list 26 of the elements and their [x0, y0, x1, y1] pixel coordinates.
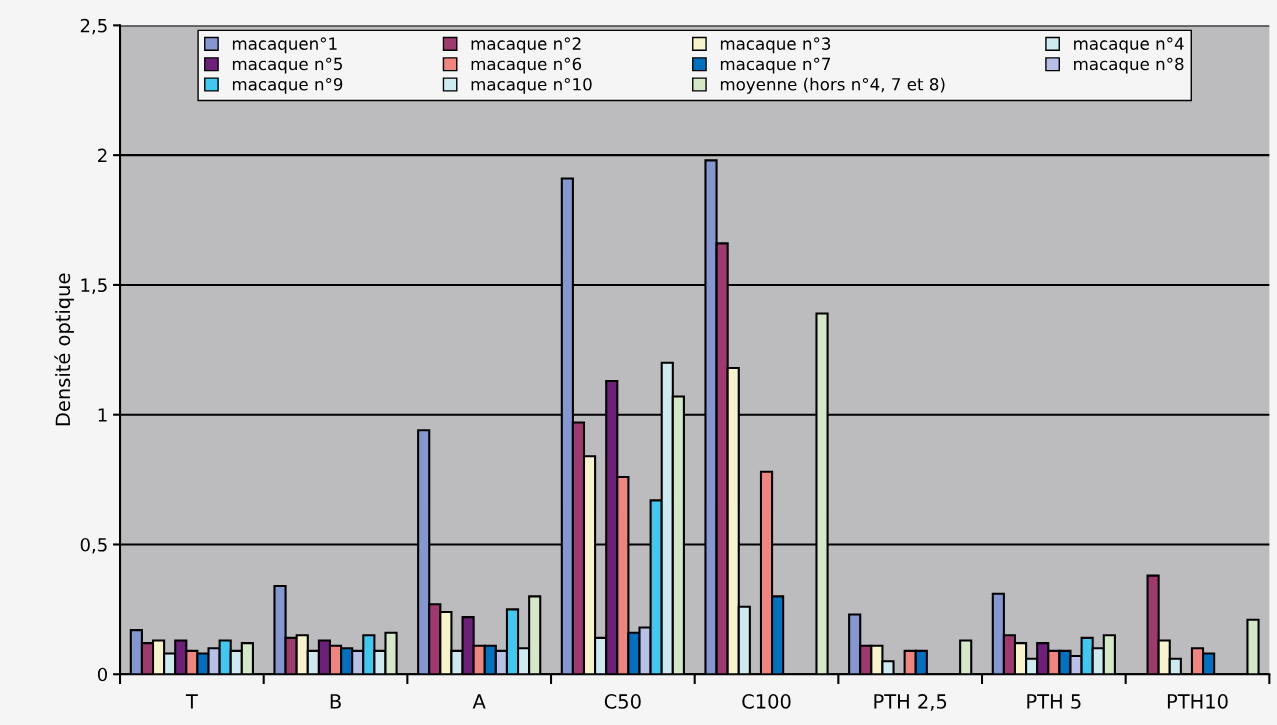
x-tick-label: PTH10 — [1167, 694, 1228, 709]
x-tick-label: C50 — [604, 694, 641, 709]
y-tick-label: 2 — [98, 148, 107, 163]
y-tick-label: 0 — [97, 667, 108, 682]
legend-label: macaque n°5 — [232, 57, 342, 74]
legend-label: macaque n°2 — [471, 37, 581, 54]
x-tick-label: PTH 2,5 — [874, 694, 947, 711]
legend-label: macaque n°6 — [471, 57, 582, 74]
y-tick-label: 0,5 — [80, 537, 107, 554]
x-tick-label: B — [330, 694, 341, 709]
legend-label: moyenne (hors n°4, 7 et 8) — [720, 77, 945, 94]
legend-label: macaque n°4 — [1074, 37, 1184, 54]
y-axis-title: Densité optique — [54, 273, 74, 426]
legend-label: macaquen°1 — [232, 37, 337, 54]
legend-label: macaque n°9 — [232, 77, 343, 94]
x-tick-label: C100 — [742, 694, 791, 709]
legend-label: macaque n°3 — [720, 37, 831, 54]
legend-label: macaque n°7 — [720, 57, 831, 74]
x-tick-label: PTH 5 — [1027, 694, 1081, 709]
x-tick-label: A — [472, 694, 486, 709]
legend-label: macaque n°8 — [1074, 57, 1184, 74]
legend-label: macaque n°10 — [471, 77, 592, 94]
y-tick-label: 2,5 — [80, 18, 107, 35]
x-tick-label: T — [185, 694, 198, 709]
y-tick-label: 1,5 — [81, 278, 107, 294]
y-tick-label: 1 — [98, 408, 107, 422]
